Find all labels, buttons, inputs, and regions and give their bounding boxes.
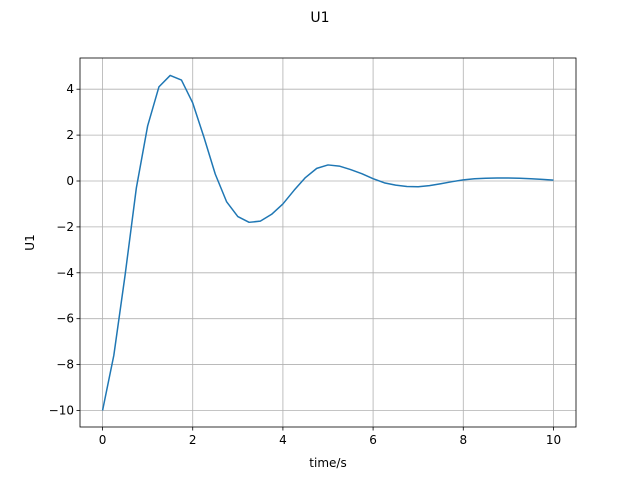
y-tick-label: −6 [56,312,74,326]
series-line [101,74,554,411]
x-tick-label: 4 [279,433,287,447]
x-tick-label: 0 [99,433,107,447]
y-axis-label: U1 [23,234,37,250]
grid-lines [80,58,576,427]
y-tick-label: −4 [56,266,74,280]
y-tick-label: −8 [56,358,74,372]
chart-title: U1 [310,10,329,26]
series-layer [101,74,554,411]
y-tick-label: 2 [66,128,74,142]
y-tick-label: −2 [56,220,74,234]
ticks: 0 2 4 6 8 10 −10 −8 −6 −4 −2 0 2 4 [49,82,561,447]
x-tick-label: 10 [546,433,561,447]
x-tick-label: 6 [369,433,377,447]
x-tick-label: 8 [459,433,467,447]
axes-frame [79,57,577,428]
y-tick-label: 0 [66,174,74,188]
x-tick-label: 2 [189,433,197,447]
x-axis-label: time/s [309,456,346,470]
y-tick-label: 4 [66,82,74,96]
y-tick-label: −10 [49,403,74,417]
